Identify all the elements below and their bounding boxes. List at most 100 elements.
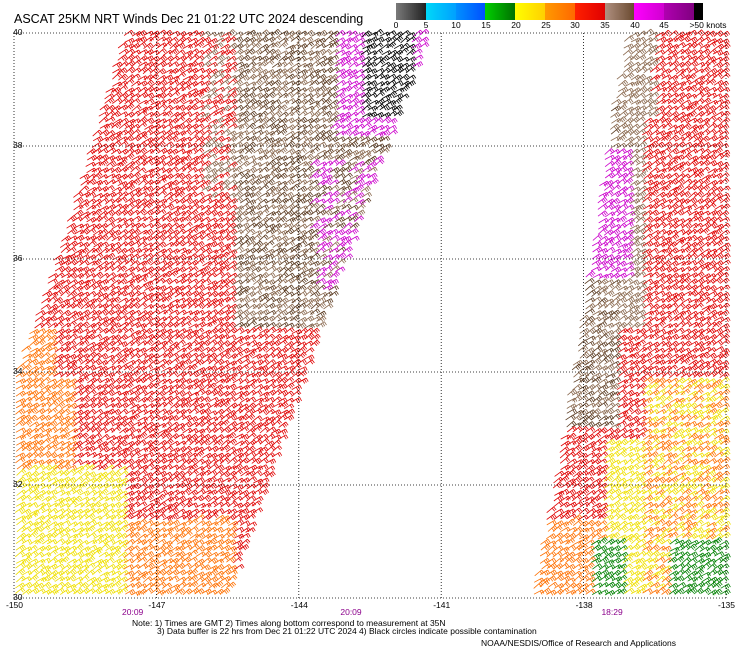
wind-barb bbox=[323, 66, 334, 74]
wind-barb bbox=[214, 135, 225, 142]
wind-barb bbox=[74, 377, 85, 384]
wind-barb bbox=[271, 73, 282, 80]
wind-barb bbox=[687, 117, 698, 123]
wind-barb bbox=[284, 55, 295, 62]
wind-barb bbox=[661, 414, 673, 420]
wind-barb bbox=[719, 56, 730, 63]
wind-barb bbox=[234, 148, 245, 155]
wind-barb bbox=[336, 258, 347, 266]
wind-barb bbox=[259, 477, 270, 483]
wind-barb bbox=[259, 140, 270, 148]
wind-barb bbox=[291, 235, 303, 242]
wind-barb bbox=[379, 104, 390, 111]
wind-barb bbox=[706, 202, 717, 210]
wind-barb bbox=[656, 116, 667, 123]
wind-barb bbox=[285, 124, 296, 131]
wind-barb bbox=[265, 383, 276, 390]
wind-barb bbox=[251, 190, 262, 198]
wind-barb bbox=[682, 458, 693, 465]
wind-barb bbox=[618, 314, 629, 321]
wind-barb bbox=[654, 141, 666, 148]
wind-barb bbox=[278, 297, 289, 304]
wind-barb bbox=[163, 384, 174, 391]
wind-barb bbox=[162, 432, 173, 440]
wind-barb bbox=[86, 402, 97, 409]
wind-barb bbox=[687, 85, 698, 92]
wind-barb bbox=[706, 30, 717, 37]
wind-barb bbox=[686, 110, 697, 117]
wind-barb bbox=[234, 73, 245, 80]
wind-barb bbox=[239, 87, 251, 94]
wind-barb bbox=[170, 111, 181, 118]
wind-barb bbox=[610, 111, 621, 119]
wind-barb bbox=[182, 54, 193, 62]
wind-barb bbox=[181, 79, 192, 87]
wind-barb bbox=[681, 340, 692, 347]
wind-barb bbox=[329, 105, 340, 111]
wind-barb bbox=[304, 246, 315, 254]
wind-barb bbox=[285, 217, 296, 224]
wind-barb bbox=[361, 80, 372, 87]
wind-barb bbox=[202, 135, 213, 142]
wind-barb bbox=[271, 414, 282, 422]
wind-barb bbox=[667, 54, 679, 61]
wind-barb bbox=[296, 147, 307, 155]
wind-barb bbox=[188, 67, 199, 74]
wind-barb bbox=[137, 122, 148, 129]
wind-barb bbox=[636, 179, 647, 186]
wind-barb bbox=[579, 445, 590, 452]
wind-barb bbox=[232, 31, 244, 37]
wind-barb bbox=[124, 153, 135, 160]
wind-barb bbox=[163, 260, 174, 267]
wind-barb bbox=[271, 148, 282, 155]
wind-barb bbox=[700, 265, 711, 272]
wind-barb bbox=[181, 111, 193, 117]
wind-barb bbox=[155, 135, 166, 142]
wind-barb bbox=[316, 129, 327, 137]
wind-barb bbox=[610, 142, 622, 149]
wind-barb bbox=[310, 60, 321, 67]
wind-barb bbox=[245, 92, 256, 99]
wind-barb bbox=[40, 303, 51, 310]
wind-barb bbox=[188, 382, 199, 389]
wind-barb bbox=[162, 36, 173, 43]
wind-barb bbox=[641, 129, 653, 136]
wind-barb bbox=[232, 98, 244, 105]
wind-barb bbox=[251, 42, 262, 49]
wind-barb bbox=[584, 278, 595, 285]
wind-barb bbox=[232, 469, 243, 476]
colorbar-label: 25 bbox=[541, 20, 551, 30]
wind-barb bbox=[79, 376, 90, 383]
wind-barb bbox=[624, 55, 635, 62]
wind-barb bbox=[207, 235, 218, 242]
wind-barb bbox=[373, 48, 384, 56]
wind-barb bbox=[112, 61, 123, 68]
wind-barb bbox=[598, 384, 609, 391]
wind-barb bbox=[649, 271, 660, 278]
wind-barb bbox=[73, 204, 84, 211]
wind-barb bbox=[271, 123, 282, 131]
wind-barb bbox=[130, 148, 141, 155]
wind-barb bbox=[714, 152, 725, 160]
wind-barb bbox=[182, 123, 193, 130]
wind-barb bbox=[227, 290, 238, 297]
wind-barb bbox=[118, 334, 128, 341]
wind-barb bbox=[149, 67, 160, 74]
wind-barb bbox=[277, 68, 288, 75]
wind-barb bbox=[611, 340, 622, 347]
wind-barb bbox=[386, 124, 398, 131]
wind-barb bbox=[701, 54, 712, 61]
wind-barb bbox=[220, 43, 231, 50]
wind-barb bbox=[656, 303, 667, 310]
wind-barb bbox=[66, 320, 77, 328]
wind-barb bbox=[616, 73, 627, 80]
wind-barb bbox=[200, 112, 211, 119]
wind-barb bbox=[259, 99, 270, 106]
wind-barb bbox=[258, 198, 269, 205]
wind-barb bbox=[643, 86, 654, 94]
wind-barb bbox=[713, 85, 724, 93]
wind-barb bbox=[329, 30, 340, 37]
wind-barb bbox=[98, 402, 109, 409]
wind-barb bbox=[674, 124, 686, 130]
wind-barb bbox=[335, 37, 346, 43]
